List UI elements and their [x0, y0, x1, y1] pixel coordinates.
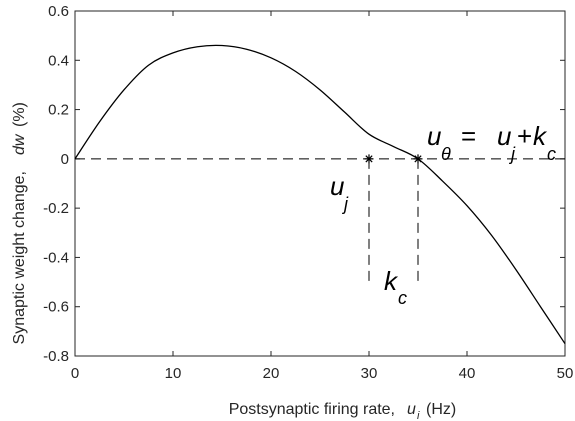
y-axis-label-unit: (%): [11, 102, 28, 127]
x-tick-label: 20: [263, 365, 280, 382]
annotation-kc-var: k: [384, 266, 399, 296]
y-tick-label: -0.4: [43, 249, 69, 266]
annotation-threshold-lhs-var: u: [427, 121, 441, 151]
annotation-threshold-rhs1-sub: j: [508, 144, 516, 164]
annotation-threshold-rhs1-var: u: [497, 121, 511, 151]
x-tick-label: 40: [459, 365, 476, 382]
ticks: 0 10 20 30 40 50 -0.8 -0.6 -0.4 -0.2 0 0.2 0.4 0.6: [43, 3, 573, 382]
annotation-threshold-rhs2-var: k: [533, 121, 548, 151]
annotation-threshold-rhs2-sub: c: [547, 144, 556, 164]
plot-area: [74, 10, 566, 357]
series-line: [74, 44, 566, 345]
annotation-threshold-plus: +: [517, 121, 532, 151]
reference-lines: [75, 158, 565, 283]
star-marker: [364, 154, 374, 164]
y-tick-label: -0.6: [43, 299, 69, 316]
annotation-threshold-eq: =: [461, 121, 476, 151]
y-tick-label: -0.8: [43, 348, 69, 365]
star-marker-stroke: [414, 155, 422, 163]
y-axis-label-var: dw: [11, 133, 28, 155]
y-tick-label: 0.4: [48, 52, 69, 69]
x-axis-label-var: u: [407, 401, 416, 418]
x-tick-label: 0: [71, 365, 79, 382]
x-tick-label: 30: [361, 365, 378, 382]
star-marker: [413, 154, 423, 164]
annotation-uj-sub: j: [341, 194, 349, 214]
y-tick-label: 0.2: [48, 102, 69, 119]
y-tick-label: 0: [61, 151, 69, 168]
star-marker-stroke: [365, 155, 373, 163]
x-axis-label-unit: (Hz): [426, 401, 456, 418]
x-tick-label: 50: [557, 365, 574, 382]
y-axis-label: Synaptic weight change,: [11, 171, 28, 344]
markers: [364, 154, 423, 164]
x-axis-label-sub: i: [417, 410, 420, 421]
x-axis-label: Postsynaptic firing rate,: [229, 401, 395, 418]
annotation-uj-var: u: [330, 171, 344, 201]
annotation-kc-sub: c: [398, 288, 407, 308]
annotation-threshold-lhs-sub: θ: [441, 144, 451, 164]
y-tick-label: -0.2: [43, 200, 69, 217]
x-tick-label: 10: [165, 365, 182, 382]
y-tick-label: 0.6: [48, 3, 69, 20]
